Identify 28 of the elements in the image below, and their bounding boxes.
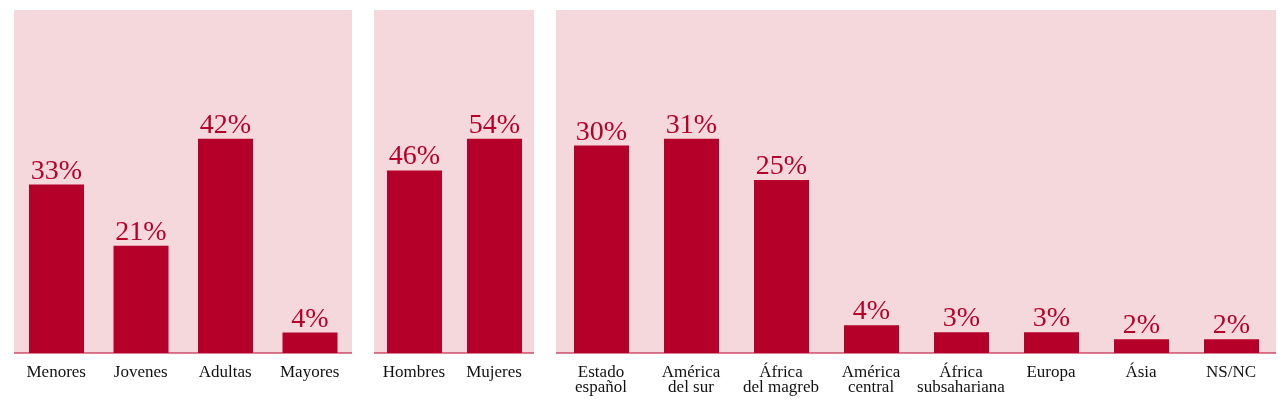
data-label: 3% <box>942 301 981 333</box>
data-label: 33% <box>30 153 83 185</box>
x-tick-label: América del sur <box>661 362 721 396</box>
data-label: 30% <box>575 114 628 146</box>
x-tick-label: Estado español <box>575 362 628 396</box>
x-tick-label: NS/NC <box>1205 362 1257 381</box>
data-label: 54% <box>468 107 521 139</box>
data-label: 21% <box>115 214 167 246</box>
data-label: 25% <box>755 149 808 181</box>
x-tick-label: África del magreb <box>743 362 819 396</box>
data-label: 2% <box>1212 308 1251 340</box>
x-tick-label: Jovenes <box>113 362 168 381</box>
data-label: 4% <box>291 301 329 333</box>
data-label: 46% <box>388 139 441 171</box>
x-tick-label: Hombres <box>382 362 446 381</box>
data-label: 3% <box>1032 301 1071 333</box>
data-label: 42% <box>199 107 252 139</box>
x-tick-label: Ásia <box>1125 362 1158 381</box>
x-tick-label: Mayores <box>280 362 340 381</box>
data-label: 4% <box>852 294 891 326</box>
data-label: 2% <box>1122 308 1161 340</box>
x-tick-label: América central <box>841 362 901 396</box>
x-tick-label: Adultas <box>198 362 252 381</box>
x-tick-label: Mujeres <box>466 362 522 381</box>
x-tick-label: Europa <box>1026 362 1076 381</box>
x-tick-label: Menores <box>26 362 86 381</box>
x-tick-label: África subsahariana <box>917 362 1006 396</box>
data-label: 31% <box>665 107 718 139</box>
